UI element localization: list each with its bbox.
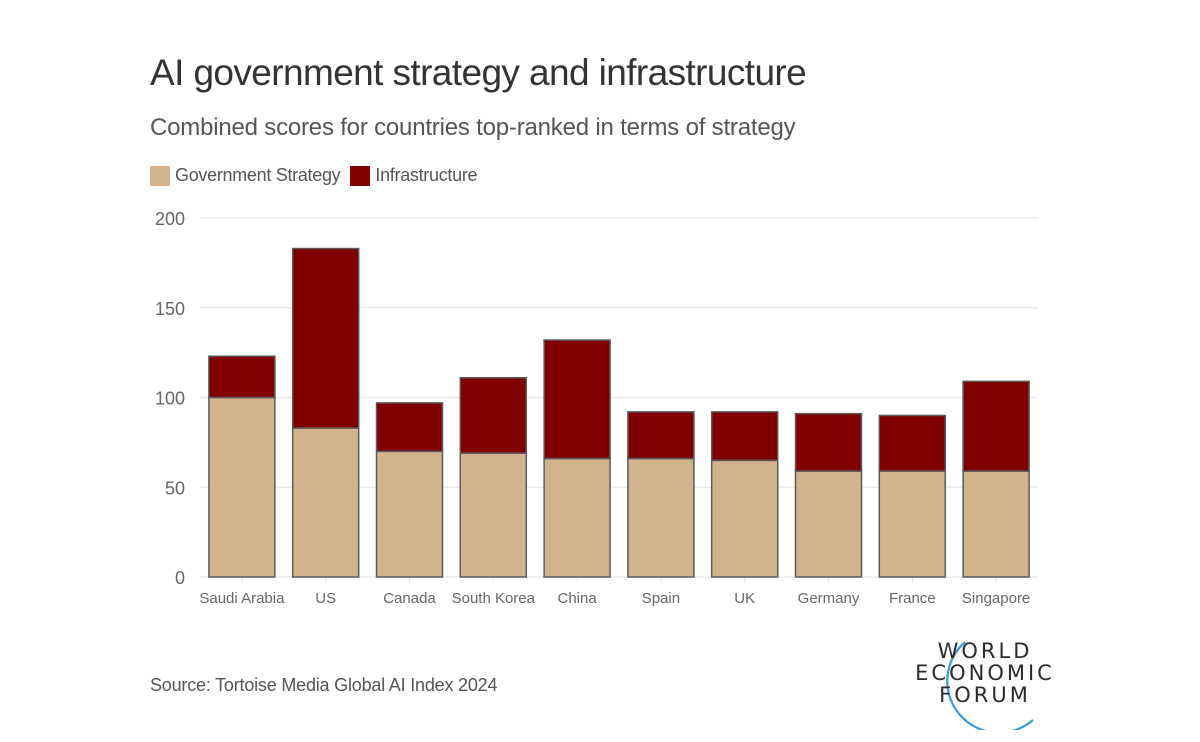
logo-line-world: WORLD (937, 639, 1033, 663)
legend-label-government-strategy: Government Strategy (175, 165, 341, 185)
bar-government-strategy-france[interactable] (878, 470, 947, 578)
y-tick-label: 50 (165, 478, 185, 498)
bar-infrastructure-canada[interactable] (375, 402, 444, 453)
legend-item-government-strategy[interactable]: Government Strategy (150, 165, 341, 186)
wef-logo: WORLD ECONOMIC FORUM (905, 640, 1065, 730)
logo-text: WORLD ECONOMIC FORUM (905, 640, 1065, 706)
bar-government-strategy-china[interactable] (543, 457, 611, 578)
bar-infrastructure-germany[interactable] (794, 412, 863, 472)
x-tick-label: UK (734, 590, 755, 607)
chart-title: AI government strategy and infrastructur… (150, 52, 807, 93)
bar-infrastructure-uk[interactable] (710, 411, 779, 462)
x-tick-label: South Korea (452, 590, 536, 607)
legend-label-infrastructure: Infrastructure (375, 165, 478, 185)
bar-infrastructure-singapore[interactable] (962, 380, 1030, 472)
bar-government-strategy-uk[interactable] (710, 459, 779, 578)
bar-infrastructure-south-korea[interactable] (459, 377, 528, 454)
y-tick-label: 0 (175, 568, 185, 588)
bars (208, 247, 1030, 578)
legend: Government Strategy Infrastructure (150, 165, 487, 186)
x-tick-label: France (889, 590, 936, 607)
y-tick-label: 200 (155, 209, 185, 229)
bar-infrastructure-us[interactable] (291, 247, 360, 429)
bar-government-strategy-us[interactable] (291, 427, 360, 578)
legend-swatch-government-strategy (150, 165, 170, 186)
source-note: Source: Tortoise Media Global AI Index 2… (150, 675, 498, 695)
bar-government-strategy-germany[interactable] (794, 470, 863, 578)
chart-subtitle: Combined scores for countries top-ranked… (150, 114, 796, 141)
bar-infrastructure-france[interactable] (878, 414, 947, 472)
logo-line-forum: FORUM (939, 683, 1031, 707)
x-axis-ticks: Saudi Arabia US Canada South Korea China Spai… (199, 577, 1030, 607)
x-tick-label: Singapore (962, 590, 1030, 607)
x-tick-label: Saudi Arabia (199, 590, 285, 607)
bar-government-strategy-canada[interactable] (375, 450, 444, 578)
legend-item-infrastructure[interactable]: Infrastructure (350, 165, 478, 186)
y-tick-label: 100 (155, 389, 185, 409)
x-tick-label: Spain (642, 590, 680, 607)
y-axis-ticks: 0 50 100 150 200 (155, 209, 185, 588)
bar-government-strategy-south-korea[interactable] (459, 452, 528, 578)
legend-swatch-infrastructure (350, 165, 371, 186)
bar-infrastructure-spain[interactable] (627, 411, 695, 460)
x-tick-label: Canada (383, 590, 436, 607)
x-tick-label: Germany (798, 590, 860, 607)
bar-government-strategy-saudi-arabia[interactable] (208, 396, 276, 578)
bar-infrastructure-china[interactable] (543, 339, 611, 460)
y-tick-label: 150 (155, 299, 185, 319)
bar-infrastructure-saudi-arabia[interactable] (208, 355, 276, 399)
x-tick-label: China (557, 590, 597, 607)
logo-line-economic: ECONOMIC (915, 661, 1055, 685)
bar-government-strategy-spain[interactable] (627, 457, 695, 578)
bar-government-strategy-singapore[interactable] (962, 470, 1030, 578)
x-tick-label: US (315, 590, 336, 607)
logo-arc-icon (946, 641, 1034, 730)
